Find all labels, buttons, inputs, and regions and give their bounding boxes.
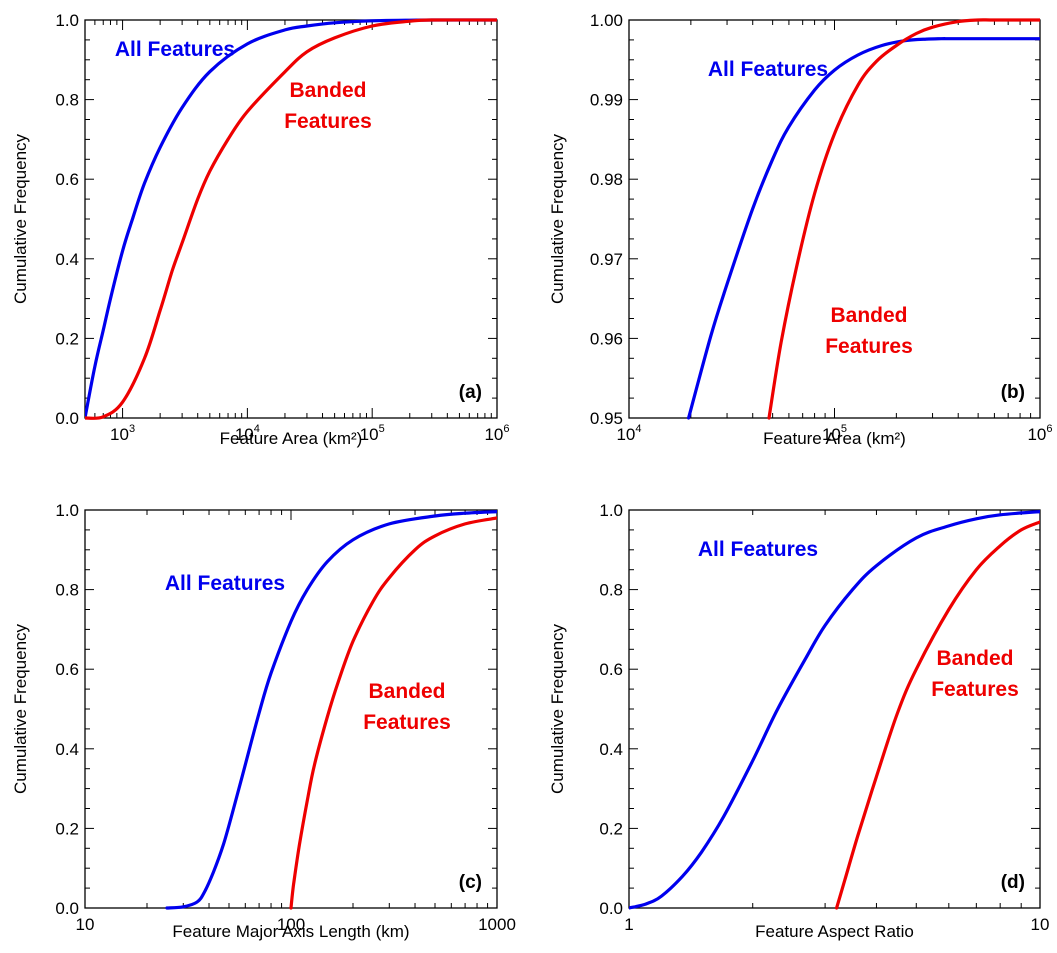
x-tick-label: 103 [110, 423, 135, 444]
x-tick-label: 106 [484, 423, 509, 444]
y-tick-label: 0.99 [590, 91, 623, 110]
chart-panel-2: 0.95 0.96 0.97 0.98 0.99 1.00 104 105 106 Feature… [548, 11, 1053, 448]
y-tick-label: 0.97 [590, 250, 623, 269]
y-tick-label: 0.6 [599, 660, 623, 679]
y-tick-label: 0.2 [55, 819, 79, 838]
series-line-all-features [165, 510, 497, 910]
x-tick-label: 10 [76, 915, 95, 934]
series-annotation: All Features [708, 58, 828, 81]
panel-label: (d) [1001, 872, 1025, 893]
chart-panel-3: 0.0 0.2 0.4 0.6 0.8 1.0 10 100 1000 Feature Major… [11, 501, 516, 941]
y-axis-label: Cumulative Frequency [11, 623, 30, 794]
y-tick-label: 0.95 [590, 409, 623, 428]
panel-label: (a) [459, 382, 482, 403]
y-tick-label: 0.6 [55, 660, 79, 679]
y-tick-label: 0.2 [599, 819, 623, 838]
x-tick-label: 105 [822, 423, 847, 444]
y-tick-label: 0.2 [55, 329, 79, 348]
y-tick-label: 0.96 [590, 329, 623, 348]
y-tick-label: 0.8 [599, 581, 623, 600]
y-tick-label: 0.0 [55, 899, 79, 918]
series-annotation: Banded [368, 680, 445, 703]
series-annotation: Banded [289, 79, 366, 102]
y-tick-label: 1.0 [599, 501, 623, 520]
y-tick-label: 0.4 [599, 740, 623, 759]
series-line-banded-features [85, 18, 497, 420]
panel-label: (b) [1001, 382, 1025, 403]
series-line-banded-features [289, 516, 497, 910]
x-axis-label: Feature Area (km²) [220, 429, 363, 448]
series-line-all-features [687, 37, 1040, 420]
chart-panel-1: 0.0 0.2 0.4 0.6 0.8 1.0 103 104 105 106 Feature Ar… [11, 11, 510, 448]
y-tick-label: 0.4 [55, 740, 79, 759]
series-line-banded-features [767, 18, 1040, 420]
series-annotation: Features [825, 335, 913, 358]
y-axis-label: Cumulative Frequency [11, 133, 30, 304]
plot-frame [84, 509, 498, 909]
y-tick-label: 1.00 [590, 11, 623, 30]
y-tick-label: 0.0 [55, 409, 79, 428]
y-tick-label: 0.6 [55, 170, 79, 189]
series-annotation: All Features [165, 572, 285, 595]
y-tick-label: 1.0 [55, 11, 79, 30]
chart-panel-4: 0.0 0.2 0.4 0.6 0.8 1.0 1 10 Feature Aspect Rati… [548, 501, 1049, 941]
x-axis-label: Feature Major Axis Length (km) [172, 922, 409, 941]
series-annotation: Banded [830, 304, 907, 327]
series-annotation: All Features [115, 38, 235, 61]
series-annotation: Features [363, 711, 451, 734]
x-tick-label: 100 [277, 915, 305, 934]
y-tick-label: 0.8 [55, 91, 79, 110]
x-axis-label: Feature Area (km²) [763, 429, 906, 448]
series-annotation: Banded [936, 647, 1013, 670]
y-tick-label: 0.0 [599, 899, 623, 918]
x-axis-label: Feature Aspect Ratio [755, 922, 914, 941]
x-tick-label: 105 [360, 423, 385, 444]
panel-label: (c) [459, 872, 482, 893]
y-tick-label: 1.0 [55, 501, 79, 520]
series-line-all-features [85, 18, 497, 420]
y-tick-label: 0.8 [55, 581, 79, 600]
x-tick-label: 106 [1027, 423, 1052, 444]
x-tick-label: 1000 [478, 915, 516, 934]
x-tick-label: 1 [624, 915, 633, 934]
series-annotation: All Features [698, 538, 818, 561]
series-line-banded-features [835, 520, 1040, 910]
series-annotation: Features [931, 678, 1019, 701]
x-tick-label: 10 [1031, 915, 1050, 934]
x-tick-label: 104 [616, 423, 641, 444]
y-axis-label: Cumulative Frequency [548, 623, 567, 794]
y-axis-label: Cumulative Frequency [548, 133, 567, 304]
x-tick-label: 104 [235, 423, 260, 444]
plot-frame [628, 19, 1041, 419]
series-annotation: Features [284, 110, 372, 133]
y-tick-label: 0.98 [590, 170, 623, 189]
y-tick-label: 0.4 [55, 250, 79, 269]
series-line-all-features [629, 510, 1040, 910]
